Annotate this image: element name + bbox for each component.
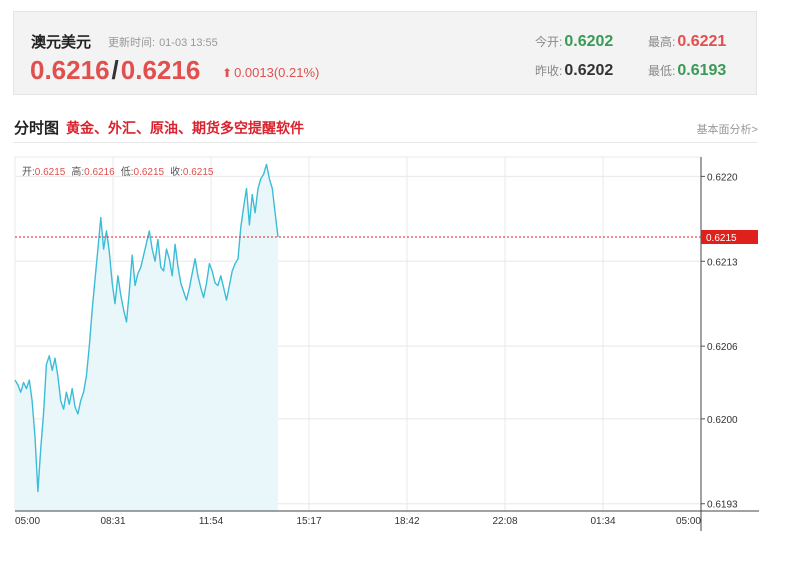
price-area — [15, 164, 278, 512]
instrument-name: 澳元美元 — [31, 34, 92, 51]
x-tick-label: 05:00 — [15, 516, 40, 527]
ohlc-close-label: 收: — [170, 165, 183, 178]
stat-low-value: 0.6193 — [677, 62, 727, 79]
current-price-tag — [701, 230, 758, 245]
section-divider — [13, 142, 757, 143]
stat-high-value: 0.6221 — [677, 33, 727, 50]
update-time-value: 01-03 13:55 — [159, 37, 218, 49]
ohlc-high-label: 高: — [71, 165, 84, 178]
update-time-label: 更新时间: — [108, 37, 156, 49]
stat-open-label: 今开: — [535, 35, 563, 49]
bid-price: 0.6216 — [30, 55, 110, 85]
ohlc-open-value: 0.6215 — [35, 167, 66, 178]
change-value: 0.0013(0.21%) — [234, 65, 320, 80]
ohlc-high-value: 0.6216 — [84, 167, 115, 178]
x-tick-label: 05:00 — [676, 516, 701, 527]
price-display: 0.6216/0.6216 — [30, 55, 200, 86]
line-layer — [14, 163, 701, 493]
area-layer — [15, 164, 278, 512]
axis-layer — [15, 157, 759, 531]
x-tick-label: 08:31 — [100, 516, 125, 527]
x-tick-label: 15:17 — [296, 516, 321, 527]
y-tick-label: 0.6193 — [707, 500, 738, 511]
fundamental-analysis-link[interactable]: 基本面分析> — [696, 124, 758, 136]
stat-prev-close-label: 昨收: — [535, 64, 563, 78]
stat-open-value: 0.6202 — [564, 33, 614, 50]
update-time: 更新时间: 01-03 13:55 — [108, 34, 218, 50]
up-arrow-icon: ⬆ — [222, 66, 233, 80]
stat-high: 最高: 0.6221 — [648, 33, 726, 51]
ask-price: 0.6216 — [120, 55, 201, 85]
price-change: ⬆ 0.0013(0.21%) — [222, 65, 319, 80]
stat-high-label: 最高: — [648, 35, 676, 49]
ohlc-close-value: 0.6215 — [183, 167, 214, 178]
label-layer: 05:00 08:31 11:54 15:17 18:42 22:08 01:34 05:00… — [15, 172, 758, 527]
stat-prev-close-value: 0.6202 — [564, 62, 614, 79]
stat-low-label: 最低: — [648, 64, 676, 78]
y-tick-label: 0.6206 — [707, 342, 738, 353]
price-line — [14, 163, 279, 493]
x-tick-label: 11:54 — [199, 516, 224, 527]
y-tick-label: 0.6220 — [707, 172, 738, 183]
x-tick-label: 22:08 — [492, 516, 517, 527]
stat-prev-close: 昨收: 0.6202 — [535, 62, 613, 80]
stat-open: 今开: 0.6202 — [535, 33, 613, 51]
ohlc-open-label: 开: — [22, 167, 35, 178]
current-price-label: 0.6215 — [706, 233, 737, 244]
section-title: 分时图 — [14, 120, 60, 137]
promo-link[interactable]: 黄金、外汇、原油、期货多空提醒软件 — [66, 120, 304, 136]
ohlc-low-label: 低: — [121, 165, 134, 178]
y-tick-label: 0.6200 — [707, 415, 738, 426]
y-tick-label: 0.6213 — [707, 257, 738, 268]
quote-panel: 澳元美元 更新时间: 01-03 13:55 0.6216/0.6216 ⬆ 0.0… — [13, 11, 757, 95]
stat-low: 最低: 0.6193 — [648, 62, 726, 80]
ohlc-readout: 开:0.6215 高:0.6216 低:0.6215 收:0.6215 — [22, 165, 214, 178]
price-slash: / — [111, 55, 119, 85]
x-tick-label: 01:34 — [590, 516, 615, 527]
ohlc-low-value: 0.6215 — [134, 167, 165, 178]
x-tick-label: 18:42 — [394, 516, 419, 527]
